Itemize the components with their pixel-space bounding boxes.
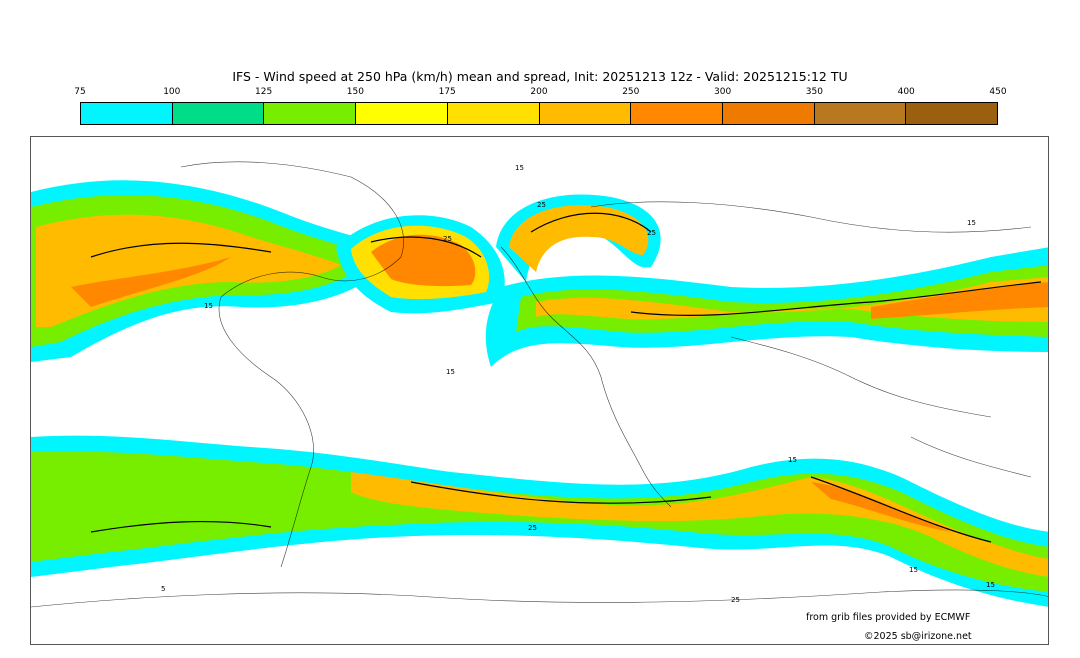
contour-label-k: 25 [731,596,740,604]
contour-label-b: 25 [537,201,546,209]
legend-swatch-5 [539,103,632,124]
jet-stream-atlantic-europe [336,215,505,314]
legend-swatch-3 [356,103,448,124]
world-map: 15 25 25 15 15 25 15 15 5 25 25 15 15 [30,136,1049,645]
chart-title: IFS - Wind speed at 250 hPa (km/h) mean … [232,69,848,84]
legend-tick-label: 350 [805,87,823,97]
legend-tick-label: 175 [438,87,456,97]
legend-tick-label: 300 [714,87,732,97]
legend-tick-label: 125 [255,87,273,97]
jet-stream-africa-asia [485,247,1048,367]
contour-label-l: 15 [986,581,995,589]
jet-stream-southern-hemisphere [31,435,1048,607]
legend-tick-label: 450 [989,87,1007,97]
contour-label-m: 15 [909,566,918,574]
contour-label-h: 15 [788,456,797,464]
contour-label-e: 15 [204,302,213,310]
legend-swatch-7 [722,103,815,124]
legend-swatch-1 [172,103,265,124]
legend-tick-label: 100 [163,87,181,97]
wind-speed-map-svg: 15 25 25 15 15 25 15 15 5 25 25 15 15 [31,161,1048,608]
jet-stream-north-atlantic [31,180,391,362]
contour-label-a: 15 [515,164,524,172]
legend-swatch-0 [81,103,173,124]
legend-colorbar [80,102,998,125]
jet-stream-scandinavia-loop [496,194,661,282]
legend-swatch-2 [264,103,357,124]
contour-label-f: 25 [647,229,656,237]
legend-swatch-9 [906,103,998,124]
legend-swatch-6 [631,103,723,124]
contour-label-c: 25 [443,235,452,243]
contour-label-j: 25 [528,524,537,532]
legend-swatch-8 [814,103,907,124]
legend-tick-label: 75 [74,87,86,97]
legend-tick-label: 150 [346,87,364,97]
contour-label-g: 15 [446,368,455,376]
source-credit: from grib files provided by ECMWF [806,612,971,623]
legend-tick-label: 200 [530,87,548,97]
contour-labels: 15 25 25 15 15 25 15 15 5 25 25 15 15 [161,164,995,604]
contour-label-i: 5 [161,585,165,593]
legend-tick-label: 250 [622,87,640,97]
coastline-outlines [31,161,1048,608]
spread-contours [90,212,1042,543]
legend-tick-label: 400 [897,87,915,97]
legend-swatch-4 [447,103,540,124]
contour-label-d: 15 [967,219,976,227]
copyright-credit: ©2025 sb@irizone.net [864,631,972,642]
